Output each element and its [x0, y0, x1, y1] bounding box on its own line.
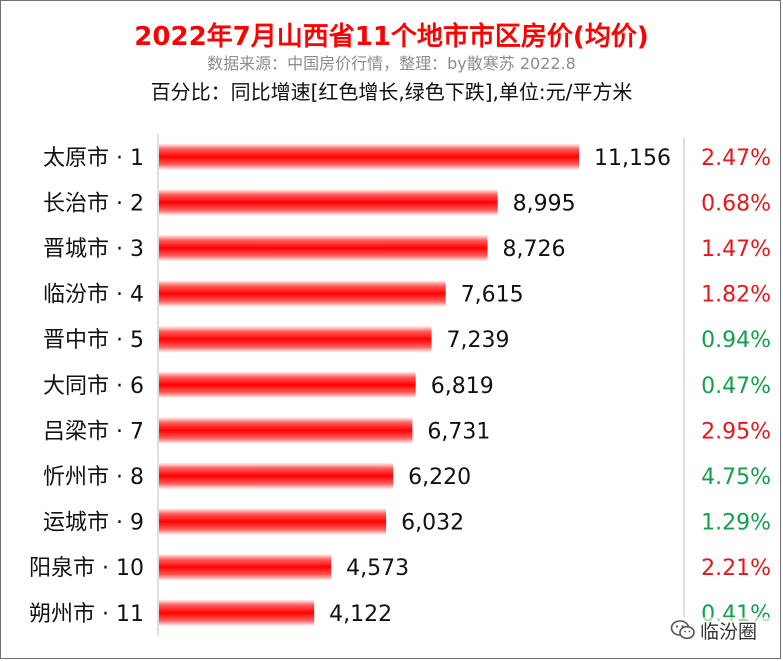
bar — [159, 280, 446, 308]
growth-label: 1.47% — [701, 237, 771, 262]
bar — [159, 416, 413, 444]
value-label: 6,220 — [408, 465, 471, 490]
bar — [159, 371, 416, 399]
category-label: 运城市 · 9 — [43, 511, 144, 536]
value-label: 7,615 — [461, 283, 524, 308]
watermark-label: 临汾圈 — [700, 620, 758, 643]
value-label: 8,995 — [513, 191, 576, 216]
growth-label: 1.82% — [701, 283, 771, 308]
watermark: 临汾圈 — [670, 617, 770, 643]
category-label: 阳泉市 · 10 — [29, 556, 144, 581]
category-label: 晋中市 · 5 — [43, 328, 144, 353]
bar — [159, 462, 394, 490]
value-label: 7,239 — [447, 328, 510, 353]
bar — [159, 325, 432, 353]
category-label: 太原市 · 1 — [43, 146, 144, 171]
category-label: 忻州市 · 8 — [43, 465, 144, 490]
growth-label: 2.95% — [701, 419, 771, 444]
value-label: 6,032 — [401, 511, 464, 536]
chart-title: 2022年7月山西省11个地市市区房价(均价) — [134, 22, 649, 52]
chart-note: 百分比：同比增速[红色增长,绿色下跌],单位:元/平方米 — [150, 80, 633, 104]
category-label: 晋城市 · 3 — [43, 237, 144, 262]
value-label: 4,573 — [346, 556, 409, 581]
growth-label: 1.29% — [701, 511, 771, 536]
value-label: 6,731 — [427, 419, 490, 444]
bar — [159, 553, 332, 581]
value-label: 4,122 — [329, 602, 392, 627]
value-label: 6,819 — [431, 374, 494, 399]
wechat-icon — [670, 620, 695, 640]
category-label: 吕梁市 · 7 — [43, 419, 144, 444]
value-label: 11,156 — [594, 146, 671, 171]
growth-label: 0.68% — [701, 191, 771, 216]
value-label: 8,726 — [503, 237, 566, 262]
bar — [159, 599, 315, 627]
category-label: 大同市 · 6 — [43, 374, 144, 399]
growth-label: 2.21% — [701, 556, 771, 581]
growth-label: 0.94% — [701, 328, 771, 353]
growth-label: 0.47% — [701, 374, 771, 399]
category-label: 临汾市 · 4 — [43, 283, 144, 308]
bar — [159, 188, 498, 216]
category-label: 长治市 · 2 — [43, 191, 144, 216]
bar — [159, 234, 488, 262]
category-label: 朔州市 · 11 — [29, 602, 144, 627]
growth-label: 2.47% — [701, 146, 771, 171]
bar — [159, 143, 579, 171]
chart-subtitle: 数据来源：中国房价行情，整理：by散寒苏 2022.8 — [207, 54, 576, 73]
bar — [159, 508, 387, 536]
growth-label: 4.75% — [701, 465, 771, 490]
